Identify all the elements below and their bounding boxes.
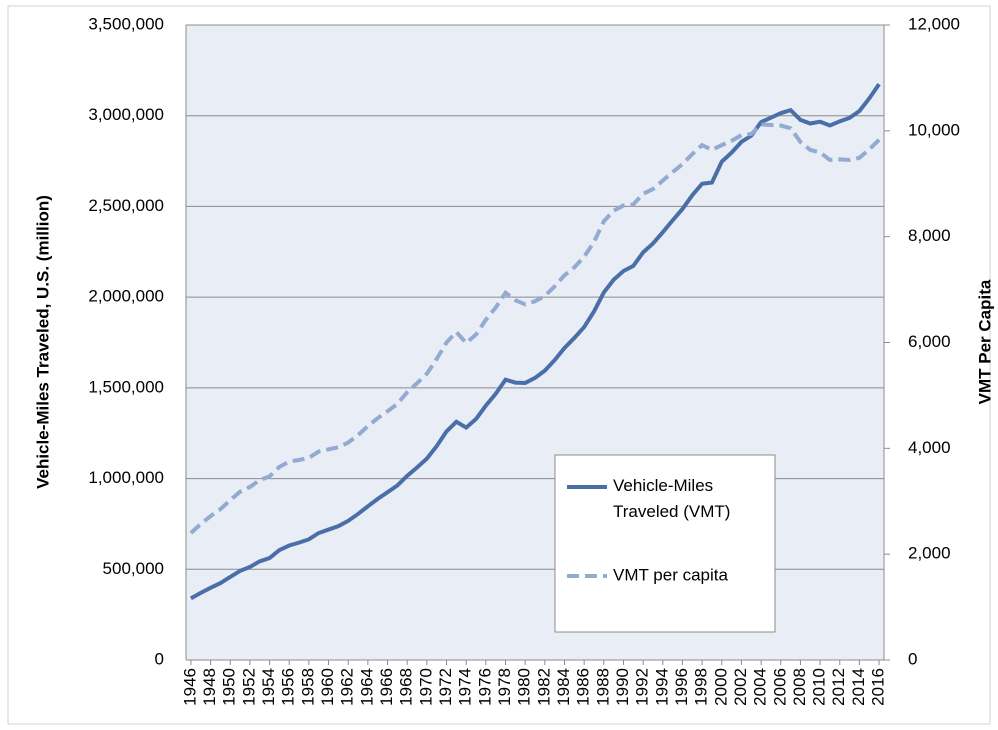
y-tick-label: 1,500,000 bbox=[88, 377, 164, 396]
x-tick-label: 1952 bbox=[239, 668, 258, 706]
x-tick-label: 1970 bbox=[416, 668, 435, 706]
y-axis-title: Vehicle-Miles Traveled, U.S. (million) bbox=[33, 195, 52, 489]
plot-area bbox=[186, 25, 884, 660]
x-tick-label: 2008 bbox=[790, 668, 809, 706]
x-tick-label: 1968 bbox=[397, 668, 416, 706]
x-tick-label: 1976 bbox=[475, 668, 494, 706]
x-tick-label: 1986 bbox=[574, 668, 593, 706]
series-line bbox=[189, 122, 881, 535]
x-tick-label: 2012 bbox=[829, 668, 848, 706]
x-tick-label: 1954 bbox=[259, 668, 278, 706]
x-tick-label: 1988 bbox=[593, 668, 612, 706]
y2-tick-label: 4,000 bbox=[908, 438, 951, 457]
x-tick-label: 1956 bbox=[279, 668, 298, 706]
x-tick-label: 1998 bbox=[692, 668, 711, 706]
x-tick-label: 2000 bbox=[711, 668, 730, 706]
y-tick-label: 500,000 bbox=[103, 559, 164, 578]
x-tick-label: 1946 bbox=[180, 668, 199, 706]
legend bbox=[554, 454, 776, 633]
legend-label: VMT per capita bbox=[613, 565, 729, 584]
y-tick-label: 3,500,000 bbox=[88, 14, 164, 33]
x-tick-label: 1974 bbox=[456, 668, 475, 706]
y-tick-label: 2,500,000 bbox=[88, 196, 164, 215]
x-tick-label: 1996 bbox=[672, 668, 691, 706]
y2-tick-label: 0 bbox=[908, 649, 917, 668]
x-tick-label: 1948 bbox=[200, 668, 219, 706]
x-tick-label: 1966 bbox=[377, 668, 396, 706]
x-tick-label: 2014 bbox=[849, 668, 868, 706]
chart-border bbox=[7, 5, 991, 725]
x-tick-label: 2006 bbox=[770, 668, 789, 706]
y2-tick-label: 6,000 bbox=[908, 332, 951, 351]
x-tick-label: 1964 bbox=[357, 668, 376, 706]
y2-tick-label: 8,000 bbox=[908, 226, 951, 245]
y2-axis-title: VMT Per Capita bbox=[975, 279, 994, 404]
y2-tick-label: 10,000 bbox=[908, 120, 960, 139]
x-tick-label: 1982 bbox=[534, 668, 553, 706]
y-tick-label: 2,000,000 bbox=[88, 287, 164, 306]
x-tick-label: 1972 bbox=[436, 668, 455, 706]
y-tick-label: 3,000,000 bbox=[88, 105, 164, 124]
x-tick-label: 1958 bbox=[298, 668, 317, 706]
y2-tick-label: 2,000 bbox=[908, 544, 951, 563]
x-tick-label: 1978 bbox=[495, 668, 514, 706]
legend-label: Vehicle-Miles Traveled (VMT) bbox=[613, 476, 730, 521]
x-tick-label: 2016 bbox=[869, 668, 888, 706]
x-tick-label: 1980 bbox=[515, 668, 534, 706]
x-tick-label: 2010 bbox=[810, 668, 829, 706]
x-tick-label: 1960 bbox=[318, 668, 337, 706]
series-line bbox=[189, 83, 881, 601]
y-tick-label: 1,000,000 bbox=[88, 468, 164, 487]
x-tick-label: 2002 bbox=[731, 668, 750, 706]
x-tick-label: 2004 bbox=[751, 668, 770, 706]
x-tick-label: 1990 bbox=[613, 668, 632, 706]
y2-tick-label: 12,000 bbox=[908, 14, 960, 33]
x-tick-label: 1994 bbox=[652, 668, 671, 706]
y-tick-label: 0 bbox=[155, 649, 164, 668]
x-tick-label: 1984 bbox=[554, 668, 573, 706]
x-tick-label: 1992 bbox=[633, 668, 652, 706]
x-tick-label: 1962 bbox=[338, 668, 357, 706]
x-tick-label: 1950 bbox=[220, 668, 239, 706]
